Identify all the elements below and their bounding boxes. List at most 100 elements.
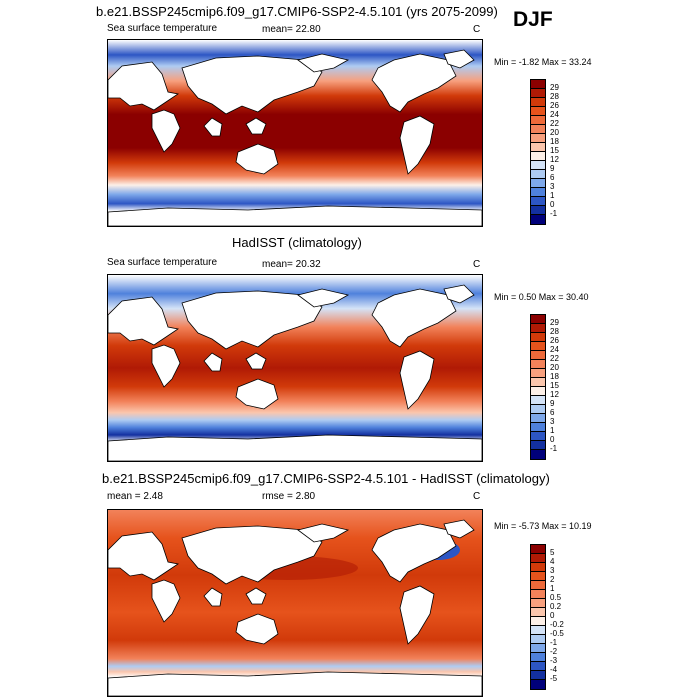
panel-2-colorbar-box — [531, 378, 545, 387]
panel-2-colorbar-box — [531, 396, 545, 405]
panel-2-colorbar-box — [531, 342, 545, 351]
panel-3-rmse: rmse = 2.80 — [262, 491, 316, 502]
panel-1-colorbar-box — [531, 80, 545, 89]
panel-3-colorbar-label: 1 — [550, 584, 555, 593]
panel-3-colorbar-label: 5 — [550, 548, 555, 557]
panel-3-minmax: Min = -5.73 Max = 10.19 — [494, 521, 592, 531]
panel-1-colorbar-box — [531, 107, 545, 116]
panel-2-colorbar-box — [531, 369, 545, 378]
panel-2-colorbar-label: 15 — [550, 381, 559, 390]
panel-3-colorbar-box — [531, 635, 545, 644]
panel-1-colorbar-box — [531, 179, 545, 188]
panel-1-colorbar-box — [531, 152, 545, 161]
panel-1-colorbar-box — [531, 98, 545, 107]
panel-2-colorbar-label: 3 — [550, 417, 555, 426]
panel-1-map-svg — [108, 40, 482, 226]
panel-1-colorbar-label: 12 — [550, 155, 559, 164]
panel-2-colorbar-box — [531, 414, 545, 423]
panel-2-colorbar-label: 22 — [550, 354, 559, 363]
panel-2-colorbar-box — [531, 324, 545, 333]
panel-3-colorbar-label: 0.5 — [550, 593, 562, 602]
panel-1-title: b.e21.BSSP245cmip6.f09_g17.CMIP6-SSP2-4.… — [96, 4, 498, 19]
panel-3-map-svg — [108, 510, 482, 696]
panel-2-title: HadISST (climatology) — [232, 235, 362, 250]
panel-3-colorbar-label: 0.2 — [550, 602, 562, 611]
panel-3-colorbar-label: 3 — [550, 566, 555, 575]
panel-3-colorbar-label: 0 — [550, 611, 555, 620]
panel-3-colorbar-label: -0.2 — [550, 620, 564, 629]
panel-1-colorbar-label: 1 — [550, 191, 555, 200]
panel-1-variable-label: Sea surface temperature — [107, 23, 218, 34]
panel-2-colorbar-box — [531, 387, 545, 396]
panel-3-colorbar-box — [531, 599, 545, 608]
panel-1-map — [107, 39, 483, 227]
panel-1-colorbar-label: 9 — [550, 164, 555, 173]
panel-1-colorbar-label: 22 — [550, 119, 559, 128]
panel-1-colorbar-box — [531, 197, 545, 206]
panel-2-colorbar-box — [531, 441, 545, 450]
panel-2-colorbar-label: 24 — [550, 345, 559, 354]
panel-1-colorbar-box — [531, 143, 545, 152]
panel-3-colorbar-label: 4 — [550, 557, 555, 566]
panel-3-colorbar-box — [531, 617, 545, 626]
panel-1-colorbar-box — [531, 215, 545, 224]
panel-1-colorbar-label: 3 — [550, 182, 555, 191]
panel-2-colorbar-box — [531, 432, 545, 441]
panel-3-colorbar-box — [531, 626, 545, 635]
panel-2-mean: mean= 20.32 — [262, 259, 321, 270]
panel-2-colorbar-label: 20 — [550, 363, 559, 372]
panel-3-colorbar-box — [531, 680, 545, 689]
panel-3-mean: mean = 2.48 — [107, 491, 163, 502]
panel-2-colorbar-box — [531, 351, 545, 360]
panel-1-colorbar-box — [531, 206, 545, 215]
panel-2-minmax: Min = 0.50 Max = 30.40 — [494, 292, 589, 302]
panel-1-colorbar-box — [531, 170, 545, 179]
panel-2-colorbar-box — [531, 315, 545, 324]
panel-2-variable-label: Sea surface temperature — [107, 257, 218, 268]
panel-2-colorbar-label: -1 — [550, 444, 558, 453]
panel-1-colorbar-label: 0 — [550, 200, 555, 209]
panel-3-colorbar-label: 2 — [550, 575, 555, 584]
panel-2-colorbar-label: 28 — [550, 327, 559, 336]
panel-3-colorbar-box — [531, 563, 545, 572]
panel-2-map-svg — [108, 275, 482, 461]
panel-3-colorbar-box — [531, 554, 545, 563]
panel-2-colorbar-label: 9 — [550, 399, 555, 408]
panel-2-colorbar-box — [531, 405, 545, 414]
panel-3-colorbar-label: -2 — [550, 647, 558, 656]
panel-2-colorbar-box — [531, 423, 545, 432]
panel-3-colorbar-box — [531, 662, 545, 671]
panel-1-colorbar-label: 29 — [550, 83, 559, 92]
panel-2-colorbar-label: 26 — [550, 336, 559, 345]
panel-1-colorbar-box — [531, 134, 545, 143]
panel-3-colorbar-box — [531, 671, 545, 680]
panel-3-title: b.e21.BSSP245cmip6.f09_g17.CMIP6-SSP2-4.… — [102, 471, 550, 486]
panel-1-colorbar-label: 26 — [550, 101, 559, 110]
panel-3-colorbar-box — [531, 581, 545, 590]
panel-3-colorbar-box — [531, 644, 545, 653]
panel-1-continents — [108, 49, 482, 226]
panel-1-colorbar-box — [531, 188, 545, 197]
panel-1-colorbar-box — [531, 89, 545, 98]
panel-2-continents — [108, 284, 482, 461]
panel-2-colorbar — [530, 314, 546, 460]
panel-3-colorbar-box — [531, 545, 545, 554]
panel-1-units: C — [473, 24, 481, 35]
panel-3-colorbar-box — [531, 608, 545, 617]
panel-1-colorbar-label: -1 — [550, 209, 558, 218]
panel-2-colorbar-label: 12 — [550, 390, 559, 399]
panel-3-units: C — [473, 491, 481, 502]
season-label: DJF — [513, 8, 553, 31]
panel-3-colorbar-box — [531, 653, 545, 662]
panel-2-map — [107, 274, 483, 462]
panel-2-colorbar-label: 18 — [550, 372, 559, 381]
panel-1-colorbar-label: 6 — [550, 173, 555, 182]
panel-2-colorbar-box — [531, 333, 545, 342]
panel-1-colorbar-label: 15 — [550, 146, 559, 155]
panel-2-colorbar-label: 0 — [550, 435, 555, 444]
panel-1-colorbar-box — [531, 125, 545, 134]
panel-2-colorbar-label: 6 — [550, 408, 555, 417]
panel-3-map — [107, 509, 483, 697]
panel-1-mean: mean= 22.80 — [262, 24, 321, 35]
panel-2-colorbar-label: 1 — [550, 426, 555, 435]
